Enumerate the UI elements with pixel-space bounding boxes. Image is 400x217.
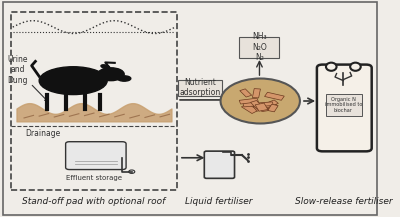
Ellipse shape — [98, 68, 124, 81]
FancyBboxPatch shape — [240, 37, 279, 58]
Polygon shape — [243, 102, 258, 107]
Polygon shape — [261, 104, 277, 108]
Polygon shape — [268, 104, 278, 112]
Text: Stand-off pad with optional roof: Stand-off pad with optional roof — [22, 197, 166, 206]
FancyBboxPatch shape — [317, 65, 372, 151]
Text: Slow-release fertiliser: Slow-release fertiliser — [294, 197, 392, 206]
Text: Nutrient
adsorption: Nutrient adsorption — [179, 78, 220, 97]
Polygon shape — [257, 102, 273, 107]
Text: Drainage: Drainage — [25, 129, 60, 138]
FancyBboxPatch shape — [3, 2, 377, 215]
FancyBboxPatch shape — [326, 94, 362, 116]
Text: Liquid fertiliser: Liquid fertiliser — [185, 197, 252, 206]
Polygon shape — [258, 103, 269, 112]
Ellipse shape — [350, 63, 361, 71]
Polygon shape — [242, 104, 258, 113]
Polygon shape — [253, 102, 274, 111]
Ellipse shape — [326, 63, 336, 71]
Ellipse shape — [101, 65, 110, 69]
FancyBboxPatch shape — [178, 80, 222, 96]
Polygon shape — [255, 103, 268, 111]
Text: NH₃
N₂O
N₂: NH₃ N₂O N₂ — [252, 32, 267, 62]
Polygon shape — [261, 100, 278, 109]
Polygon shape — [250, 100, 263, 109]
Polygon shape — [239, 98, 258, 104]
Polygon shape — [240, 89, 252, 97]
Polygon shape — [264, 92, 284, 100]
FancyBboxPatch shape — [66, 142, 126, 169]
Polygon shape — [252, 89, 260, 98]
Ellipse shape — [39, 67, 107, 95]
Circle shape — [129, 170, 135, 173]
Text: Urine
and
Dung: Urine and Dung — [7, 55, 48, 101]
Text: Effluent storage: Effluent storage — [66, 175, 122, 181]
Text: Organic N
immobilised to
biochar: Organic N immobilised to biochar — [325, 97, 362, 113]
Circle shape — [220, 79, 300, 123]
FancyBboxPatch shape — [204, 151, 234, 178]
Ellipse shape — [118, 76, 131, 81]
